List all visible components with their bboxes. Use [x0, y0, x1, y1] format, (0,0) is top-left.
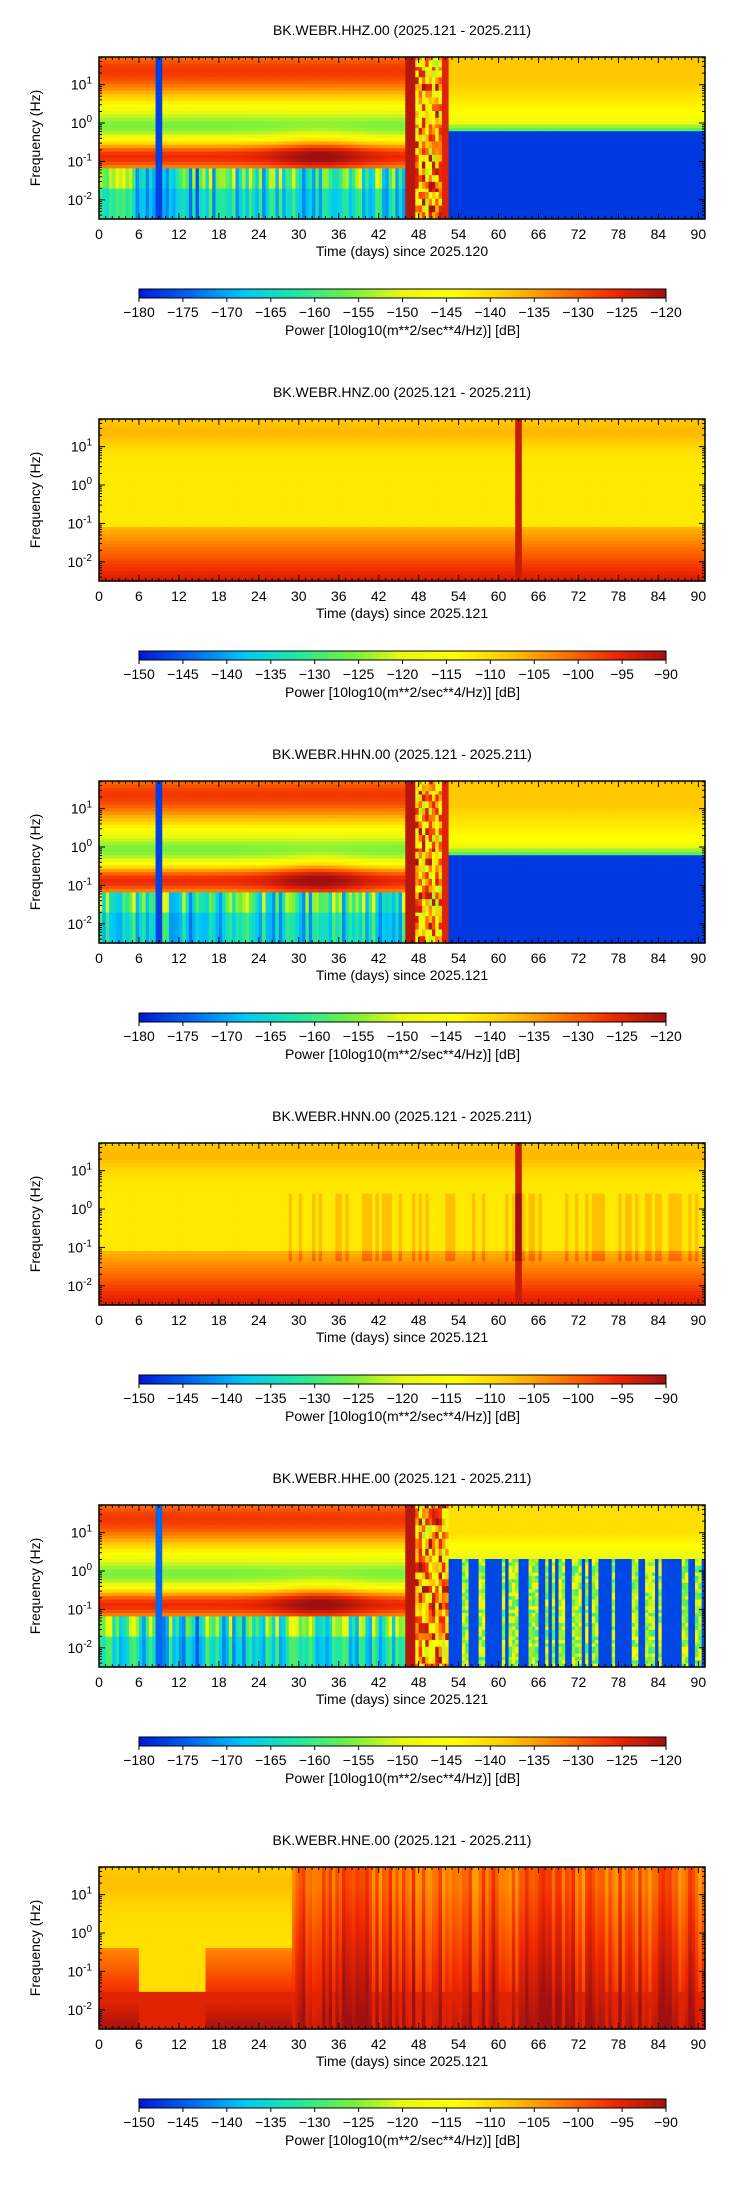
heatmap-cells	[99, 57, 706, 220]
spectrogram-figure: BK.WEBR.HHZ.00 (2025.121 - 2025.211)0 6 12…	[0, 0, 750, 2197]
panel-title: BK.WEBR.HHZ.00 (2025.121 - 2025.211)	[273, 22, 531, 38]
spectrogram-panel-1: BK.WEBR.HHZ.00 (2025.121 - 2025.211)0 6 12…	[27, 22, 706, 338]
